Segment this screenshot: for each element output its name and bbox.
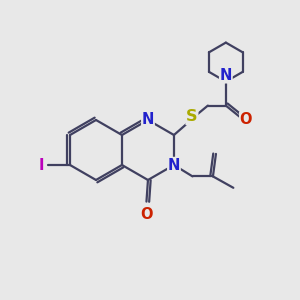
- Text: N: N: [142, 112, 154, 128]
- Text: O: O: [240, 112, 252, 127]
- Text: N: N: [220, 68, 232, 83]
- Text: O: O: [140, 207, 153, 222]
- Text: N: N: [168, 158, 180, 172]
- Text: I: I: [38, 158, 44, 172]
- Text: S: S: [186, 110, 198, 124]
